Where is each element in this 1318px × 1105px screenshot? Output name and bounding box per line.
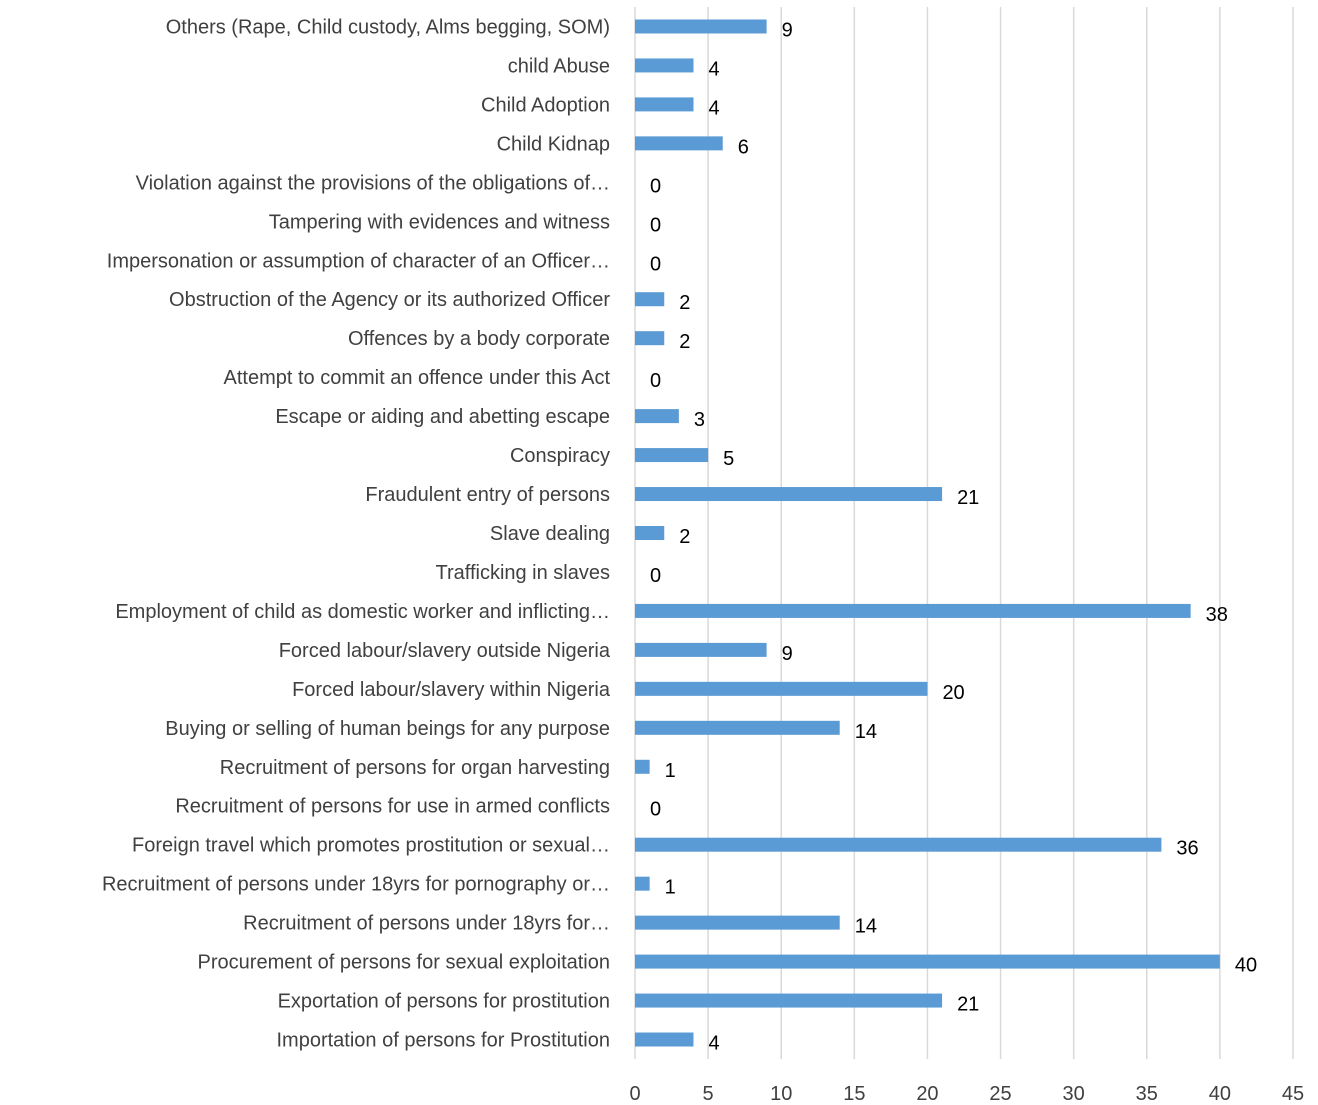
data-label: 1 xyxy=(665,760,676,782)
bar xyxy=(635,681,928,696)
data-label: 4 xyxy=(708,58,719,80)
bar xyxy=(635,720,840,735)
bar xyxy=(635,292,665,307)
data-label: 14 xyxy=(855,721,877,743)
category-label: Offences by a body corporate xyxy=(348,328,610,350)
category-label: Tampering with evidences and witness xyxy=(269,211,610,233)
bar xyxy=(635,331,665,346)
category-label: Violation against the provisions of the … xyxy=(136,172,610,194)
data-label: 20 xyxy=(942,682,964,704)
bars xyxy=(635,19,1220,1047)
bar xyxy=(635,487,943,502)
category-label: Forced labour/slavery within Nigeria xyxy=(292,679,611,701)
data-label: 2 xyxy=(679,331,690,353)
data-label: 2 xyxy=(679,292,690,314)
x-tick-label: 5 xyxy=(703,1083,714,1105)
data-label: 1 xyxy=(665,877,676,899)
data-label: 21 xyxy=(957,487,979,509)
data-label: 6 xyxy=(738,136,749,158)
category-label: Recruitment of persons for use in armed … xyxy=(175,796,610,818)
x-tick-label: 25 xyxy=(989,1083,1011,1105)
bar xyxy=(635,915,840,930)
data-label: 0 xyxy=(650,799,661,821)
data-label: 5 xyxy=(723,448,734,470)
category-label: Procurement of persons for sexual exploi… xyxy=(198,952,610,974)
category-label: Escape or aiding and abetting escape xyxy=(275,406,610,428)
x-tick-label: 35 xyxy=(1136,1083,1158,1105)
data-label: 9 xyxy=(782,19,793,41)
category-label: Child Kidnap xyxy=(497,133,610,155)
category-label: Slave dealing xyxy=(490,523,610,545)
data-label: 4 xyxy=(708,97,719,119)
category-labels: Others (Rape, Child custody, Alms beggin… xyxy=(102,16,611,1051)
category-label: Buying or selling of human beings for an… xyxy=(165,718,610,740)
category-label: Child Adoption xyxy=(481,94,610,116)
bar xyxy=(635,409,679,424)
data-label: 21 xyxy=(957,994,979,1016)
category-label: Obstruction of the Agency or its authori… xyxy=(169,289,610,311)
bar xyxy=(635,1032,694,1047)
bar xyxy=(635,642,767,657)
data-label: 14 xyxy=(855,916,877,938)
bar xyxy=(635,448,709,463)
bar xyxy=(635,954,1220,969)
x-tick-label: 20 xyxy=(916,1083,938,1105)
data-label: 3 xyxy=(694,409,705,431)
data-label: 9 xyxy=(782,643,793,665)
data-label: 0 xyxy=(650,214,661,236)
data-label: 40 xyxy=(1235,955,1257,977)
category-label: Recruitment of persons under 18yrs for p… xyxy=(102,874,610,896)
category-label: Trafficking in slaves xyxy=(435,562,610,584)
x-axis-tick-labels: 0 5 10 15 20 25 30 35 40 45 xyxy=(629,1083,1304,1105)
data-label: 4 xyxy=(708,1033,719,1055)
bar xyxy=(635,526,665,540)
bar xyxy=(635,136,723,151)
category-label: Foreign travel which promotes prostituti… xyxy=(132,835,610,857)
category-label: Employment of child as domestic worker a… xyxy=(115,601,610,623)
data-label: 36 xyxy=(1176,838,1198,860)
gridlines xyxy=(634,7,1294,1059)
bar xyxy=(635,876,650,891)
data-label: 0 xyxy=(650,253,661,275)
category-label: Forced labour/slavery outside Nigeria xyxy=(279,640,611,662)
data-label: 0 xyxy=(650,370,661,392)
bar xyxy=(635,19,767,34)
data-label: 38 xyxy=(1206,604,1228,626)
x-tick-label: 40 xyxy=(1209,1083,1231,1105)
category-label: Exportation of persons for prostitution xyxy=(278,991,610,1013)
category-label: Recruitment of persons for organ harvest… xyxy=(220,757,610,779)
category-label: Fraudulent entry of persons xyxy=(365,484,610,506)
x-tick-label: 15 xyxy=(843,1083,865,1105)
category-label: Conspiracy xyxy=(510,445,610,467)
category-label: child Abuse xyxy=(508,55,610,77)
bar xyxy=(635,97,694,112)
x-tick-label: 30 xyxy=(1063,1083,1085,1105)
category-label: Others (Rape, Child custody, Alms beggin… xyxy=(166,16,610,38)
category-label: Recruitment of persons under 18yrs for… xyxy=(243,913,610,935)
bar xyxy=(635,759,650,774)
x-tick-label: 45 xyxy=(1282,1083,1304,1105)
x-tick-label: 0 xyxy=(629,1083,640,1105)
category-label: Impersonation or assumption of character… xyxy=(107,250,610,272)
data-label: 2 xyxy=(679,526,690,548)
bar xyxy=(635,993,943,1008)
category-label: Attempt to commit an offence under this … xyxy=(224,367,611,389)
data-label: 0 xyxy=(650,565,661,587)
x-tick-label: 10 xyxy=(770,1083,792,1105)
bar xyxy=(635,58,694,73)
category-label: Importation of persons for Prostitution xyxy=(277,1030,611,1052)
bar xyxy=(635,603,1191,618)
bar xyxy=(635,837,1162,852)
data-label: 0 xyxy=(650,175,661,197)
